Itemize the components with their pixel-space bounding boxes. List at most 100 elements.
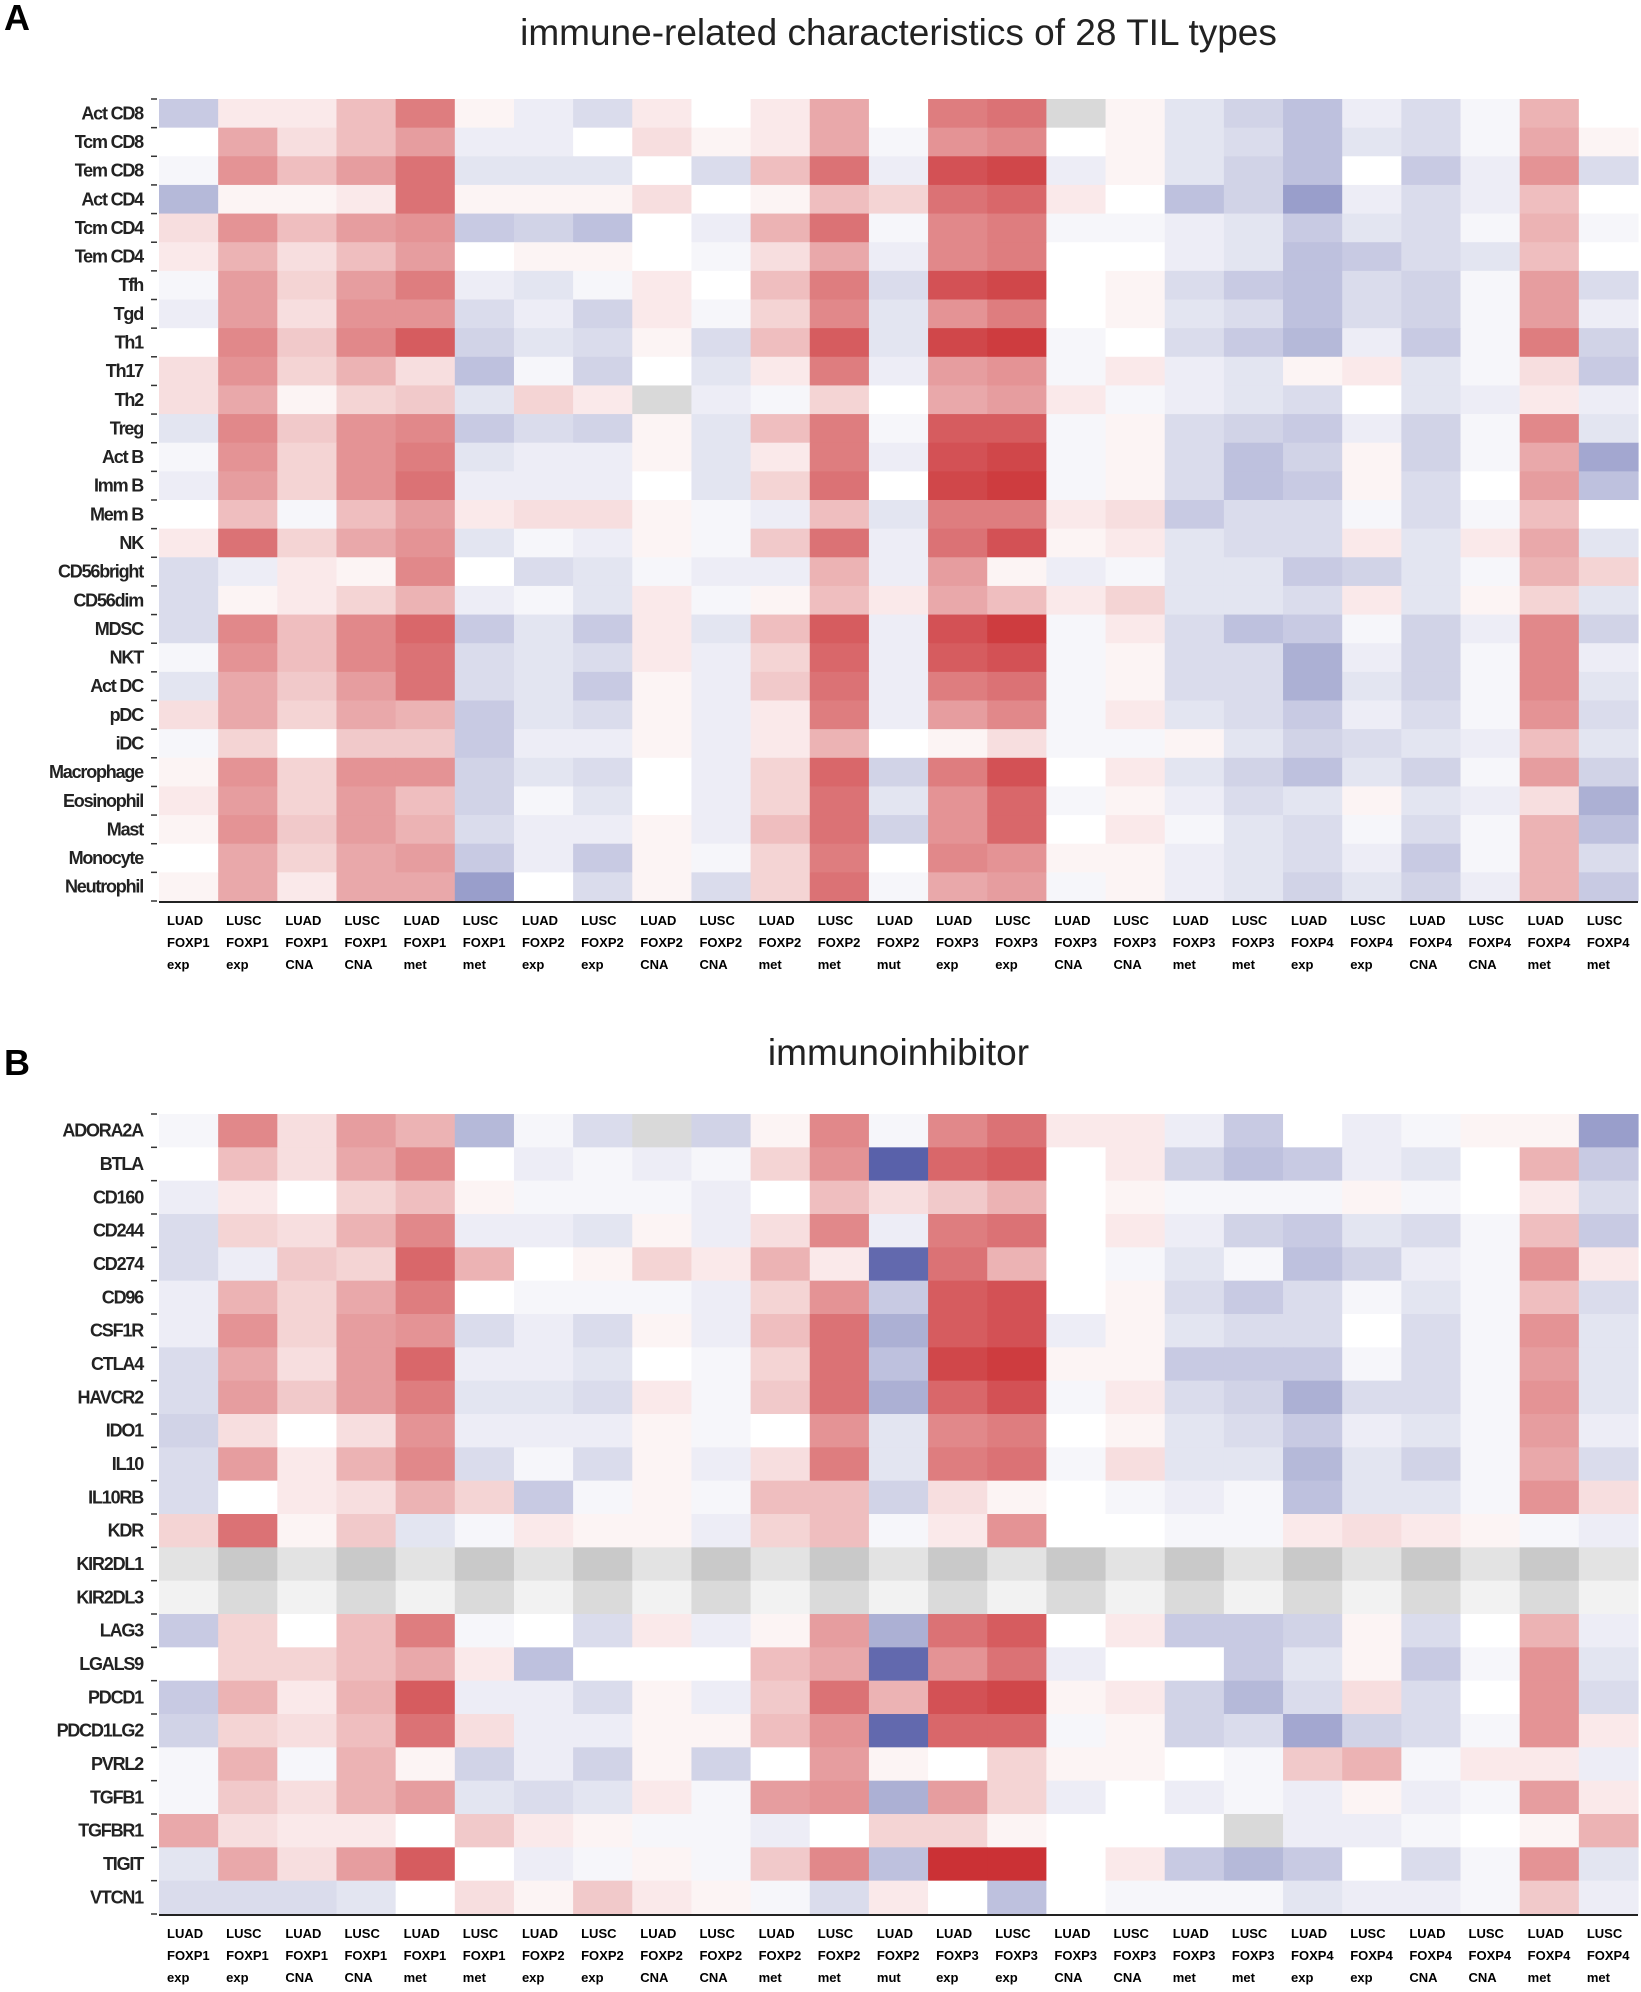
heatmap-cell [277,671,338,702]
heatmap-cell [809,1180,870,1215]
heatmap-cell [632,127,693,157]
heatmap-cell [336,1714,397,1748]
heatmap-cell [1460,1447,1521,1482]
heatmap-cell [159,643,219,673]
heatmap-cell [928,1314,988,1348]
column-label: met [404,1970,428,1985]
heatmap-cell [750,1114,811,1148]
heatmap-cell [1164,643,1225,673]
heatmap-cell [868,671,929,702]
heatmap-cell [1342,1147,1402,1182]
heatmap-cell [1223,1180,1284,1215]
heatmap-cell [809,356,870,387]
heatmap-cell [159,614,219,644]
heatmap-cell [277,1214,338,1248]
column-label: LUAD [285,1926,321,1941]
column-label: CNA [1054,957,1083,972]
heatmap-cell [1401,1780,1462,1815]
heatmap-cell [1046,1380,1107,1415]
column-label: CNA [1114,1970,1143,1985]
heatmap-cell [1401,270,1462,301]
heatmap-cell [1105,242,1166,272]
heatmap-cell [750,1147,811,1182]
heatmap-cell [336,1280,397,1315]
heatmap-cell [1105,843,1166,873]
row-label: TIGIT [103,1854,144,1874]
heatmap-cell [1578,757,1639,788]
heatmap-cell [1460,99,1521,129]
heatmap-cell [218,1214,278,1248]
column-label: FOXP2 [640,1948,683,1963]
heatmap-cell [513,1380,574,1415]
heatmap-cell [1342,1347,1402,1382]
heatmap-cell [277,557,338,587]
heatmap-cell [868,184,929,215]
heatmap-cell [1342,299,1402,329]
heatmap-cell [632,815,693,845]
heatmap-cell [632,156,693,186]
heatmap-cell [573,500,633,530]
column-label: met [1232,1970,1256,1985]
heatmap-cell [1342,700,1402,730]
column-label: met [759,957,783,972]
heatmap-cell [1283,242,1343,272]
heatmap-cell [987,1514,1047,1548]
heatmap-cell [987,729,1047,759]
heatmap-cell [218,1247,278,1282]
heatmap-cell [1105,299,1166,329]
heatmap-cell [1519,385,1580,415]
heatmap-cell [1164,127,1225,157]
heatmap-cell [395,585,456,616]
heatmap-cell [218,99,278,129]
heatmap-cell [218,270,278,301]
heatmap-cell [809,815,870,845]
heatmap-cell [868,1647,929,1682]
heatmap-cell [1283,585,1343,616]
heatmap-cell [1401,786,1462,816]
heatmap-cell [1519,242,1580,272]
heatmap-cell [513,671,574,702]
heatmap-cell [454,1480,515,1515]
heatmap-cell [1519,500,1580,530]
heatmap-cell [159,528,219,558]
column-label: CNA [344,1970,373,1985]
heatmap-cell [1164,356,1225,387]
heatmap-cell [1401,1580,1462,1615]
heatmap-cell [1578,1647,1639,1682]
heatmap-cell [336,1747,397,1782]
heatmap-cell [1578,1247,1639,1282]
heatmap-cell [632,843,693,873]
heatmap-cell [1283,270,1343,301]
heatmap-cell [218,1680,278,1715]
heatmap-cell [1342,1614,1402,1648]
heatmap-cell [1460,671,1521,702]
heatmap-cell [809,1747,870,1782]
heatmap-cell [691,1180,752,1215]
heatmap-cell [868,1714,929,1748]
heatmap-cell [1460,1780,1521,1815]
heatmap-cell [218,1447,278,1482]
heatmap-cell [1046,1814,1107,1848]
column-label: FOXP2 [818,935,861,950]
heatmap-cell [987,299,1047,329]
heatmap-cell [987,1480,1047,1515]
heatmap-cell [868,872,929,902]
heatmap-cell [1401,815,1462,845]
heatmap-cell [277,1114,338,1148]
heatmap-cell [1578,1114,1639,1148]
heatmap-cell [868,614,929,644]
heatmap-cell [987,1247,1047,1282]
heatmap-cell [928,872,988,902]
heatmap-cell [573,1747,633,1782]
heatmap-cell [809,843,870,873]
heatmap-cell [218,757,278,788]
heatmap-cell [395,1447,456,1482]
heatmap-cell [750,1714,811,1748]
heatmap-cell [454,1214,515,1248]
heatmap-cell [868,1614,929,1648]
heatmap-cell [277,1480,338,1515]
heatmap-cell [1578,270,1639,301]
column-label: LUSC [699,1926,735,1941]
row-label: Tem CD8 [75,161,144,181]
heatmap-cell [395,1414,456,1448]
